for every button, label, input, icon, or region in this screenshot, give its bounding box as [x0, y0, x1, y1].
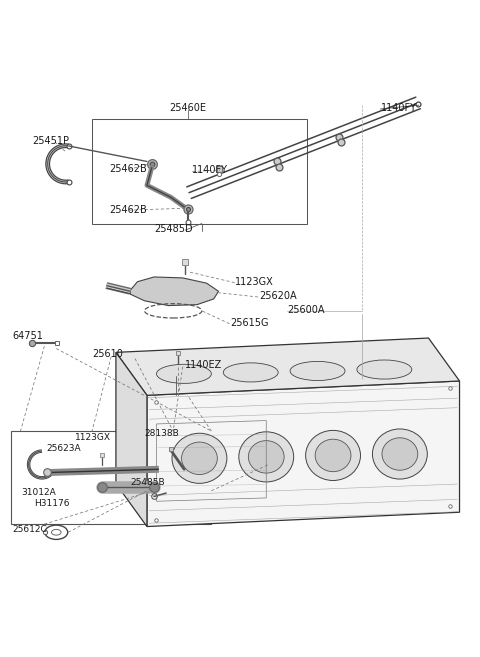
Text: 1140EZ: 1140EZ: [185, 360, 222, 371]
Text: 25610: 25610: [92, 350, 123, 359]
Polygon shape: [116, 338, 459, 396]
Ellipse shape: [382, 438, 418, 470]
Text: 25620A: 25620A: [259, 291, 297, 301]
Ellipse shape: [306, 430, 360, 480]
Text: H31176: H31176: [34, 499, 69, 508]
Ellipse shape: [172, 433, 227, 484]
Ellipse shape: [239, 432, 294, 482]
Text: 1140FY: 1140FY: [381, 102, 417, 112]
Text: 31012A: 31012A: [22, 487, 56, 497]
Text: 25623A: 25623A: [47, 444, 81, 453]
Text: 64751: 64751: [12, 330, 43, 341]
Text: 25462B: 25462B: [109, 164, 146, 173]
Text: 25600A: 25600A: [288, 306, 325, 315]
Text: 25615G: 25615G: [230, 318, 269, 328]
Text: 28138B: 28138B: [144, 429, 180, 438]
Text: 1123GX: 1123GX: [75, 433, 111, 442]
Text: 25485B: 25485B: [130, 478, 165, 487]
Ellipse shape: [357, 360, 412, 379]
Ellipse shape: [156, 364, 211, 384]
Ellipse shape: [181, 442, 217, 474]
Text: 25485D: 25485D: [154, 224, 193, 235]
Text: 1140FY: 1140FY: [192, 165, 228, 175]
Polygon shape: [147, 381, 459, 526]
Text: 25612C: 25612C: [12, 526, 47, 534]
Ellipse shape: [372, 429, 427, 479]
Polygon shape: [116, 352, 147, 526]
Text: 1123GX: 1123GX: [235, 277, 274, 286]
Ellipse shape: [223, 363, 278, 382]
Text: 25451P: 25451P: [33, 136, 70, 146]
Ellipse shape: [248, 441, 284, 473]
Bar: [11, 431, 211, 524]
Ellipse shape: [315, 440, 351, 472]
Text: 25462B: 25462B: [109, 205, 146, 215]
Polygon shape: [130, 277, 218, 306]
Ellipse shape: [290, 361, 345, 380]
Text: 25460E: 25460E: [169, 102, 206, 112]
Bar: [92, 118, 307, 223]
